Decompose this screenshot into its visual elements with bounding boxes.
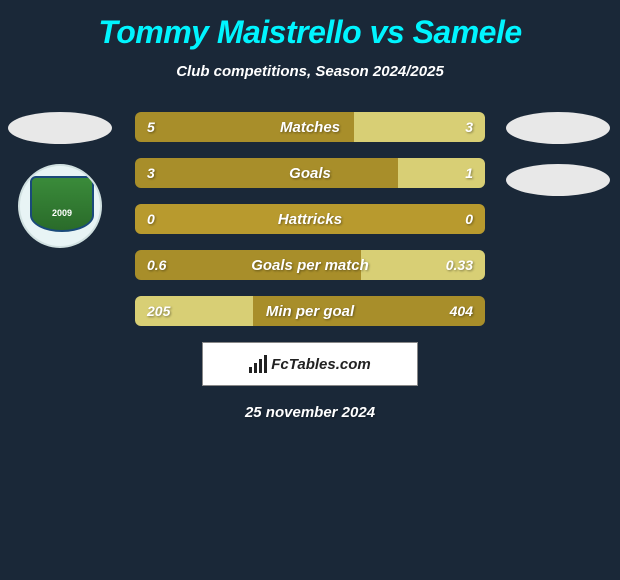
stat-value-left: 3: [147, 158, 155, 188]
stat-row: Goals per match0.6 0.33: [135, 250, 485, 280]
stat-label: Matches: [135, 112, 485, 142]
right-player-column: [506, 112, 610, 216]
badge-year: 2009: [32, 208, 92, 218]
stat-value-left: 205: [147, 296, 170, 326]
footer-date: 25 november 2024: [0, 404, 620, 421]
stat-value-left: 5: [147, 112, 155, 142]
stat-value-left: 0.6: [147, 250, 166, 280]
player2-club-badge: [506, 164, 610, 196]
left-player-column: 2009: [8, 112, 112, 248]
stat-row: Matches5 3: [135, 112, 485, 142]
stat-row: Hattricks0 0: [135, 204, 485, 234]
shield-icon: 2009: [30, 176, 94, 232]
page-title: Tommy Maistrello vs Samele: [0, 0, 620, 51]
chart-icon: [249, 355, 267, 373]
stat-value-left: 0: [147, 204, 155, 234]
stat-value-right: 3: [465, 112, 473, 142]
player2-photo: [506, 112, 610, 144]
stat-label: Goals per match: [135, 250, 485, 280]
watermark-text: FcTables.com: [271, 356, 370, 373]
stat-value-right: 1: [465, 158, 473, 188]
stat-row: Goals3 1: [135, 158, 485, 188]
subtitle: Club competitions, Season 2024/2025: [0, 63, 620, 80]
stat-label: Min per goal: [135, 296, 485, 326]
stat-label: Goals: [135, 158, 485, 188]
stat-value-right: 0: [465, 204, 473, 234]
stat-value-right: 0.33: [446, 250, 473, 280]
stat-value-right: 404: [450, 296, 473, 326]
player1-photo: [8, 112, 112, 144]
comparison-panel: 2009 Matches53Goals31Hattricks00Goals pe…: [0, 112, 620, 421]
stat-row: Min per goal205 404: [135, 296, 485, 326]
stat-label: Hattricks: [135, 204, 485, 234]
player1-club-badge: 2009: [18, 164, 102, 248]
stat-bars: Matches53Goals31Hattricks00Goals per mat…: [135, 112, 485, 326]
watermark: FcTables.com: [202, 342, 418, 386]
